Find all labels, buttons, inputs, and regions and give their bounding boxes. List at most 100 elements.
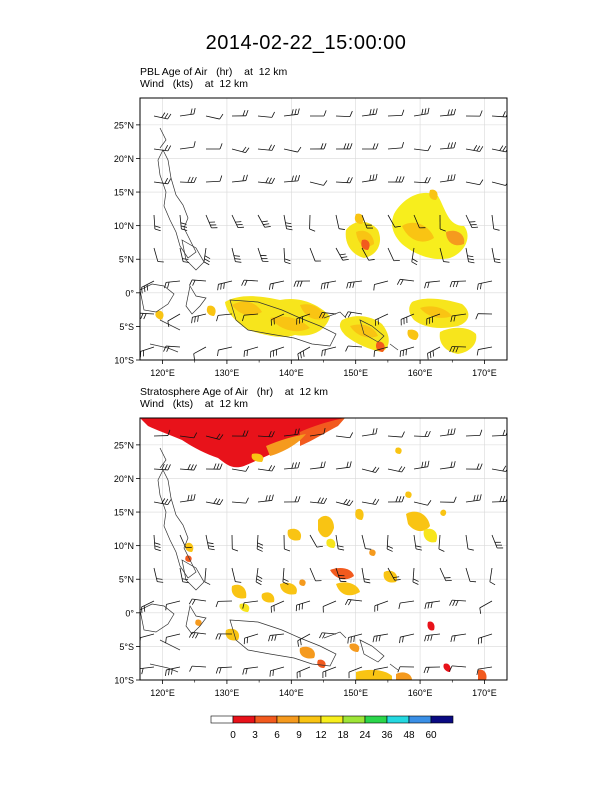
wind-barb-feather — [443, 261, 450, 263]
wind-barb-feather — [449, 346, 453, 353]
wind-barb-feather — [141, 668, 144, 675]
wind-barb-feather — [244, 280, 248, 286]
wind-barb-feather — [193, 494, 196, 501]
wind-barb-feather — [245, 497, 249, 504]
wind-barb-feather — [347, 637, 349, 644]
wind-barb-feather — [299, 280, 303, 287]
wind-barb-feather — [398, 176, 402, 183]
wind-barb-shaft — [491, 214, 495, 229]
wind-barb-shaft — [413, 181, 428, 184]
wind-barb-shaft — [179, 113, 194, 117]
wind-barb-shaft — [296, 600, 311, 606]
wind-barb-feather — [243, 350, 245, 357]
wind-barb-feather — [412, 581, 419, 585]
wind-barb-feather — [272, 669, 274, 676]
wind-barb-feather — [302, 350, 305, 357]
wind-barb-feather — [452, 281, 456, 288]
wind-barb-shaft — [412, 567, 415, 582]
wind-barb-shaft — [348, 633, 363, 638]
wind-barb-shaft — [257, 115, 272, 118]
wind-barb-feather — [294, 462, 297, 469]
wind-barb-shaft — [140, 312, 155, 315]
pbl-wind-level: at 12 km — [204, 78, 248, 90]
wind-barb-feather — [320, 283, 323, 290]
wind-barb-shaft — [491, 148, 506, 153]
wind-barb-feather — [352, 281, 355, 288]
wind-barb-shaft — [387, 214, 396, 228]
wind-barb-feather — [396, 279, 401, 285]
wind-barb-feather — [190, 464, 194, 471]
wind-barb-shaft — [244, 666, 259, 670]
wind-barb-feather — [216, 463, 220, 470]
wind-barb-shaft — [361, 501, 376, 505]
wind-barb-feather — [349, 500, 354, 506]
wind-barb-feather — [411, 261, 418, 266]
wind-barb-shaft — [179, 468, 194, 471]
wind-barb-shaft — [283, 433, 298, 437]
wind-barb-feather — [479, 429, 483, 436]
wind-barb-feather — [421, 461, 424, 468]
wind-barb-feather — [157, 581, 164, 583]
wind-barb-shaft — [257, 148, 272, 151]
wind-barb-shaft — [141, 280, 155, 288]
wind-barb-feather — [187, 176, 191, 183]
wind-barb-feather — [424, 282, 427, 289]
wind-barb-shaft — [426, 280, 441, 283]
wind-barb-shaft — [270, 346, 285, 352]
wind-barb-shaft — [361, 113, 376, 117]
strat-x-tick-label: 150°E — [343, 688, 368, 698]
wind-barb-shaft — [478, 280, 493, 285]
wind-barb-shaft — [218, 666, 233, 669]
wind-barb-feather — [373, 284, 375, 291]
wind-barb-feather — [373, 350, 375, 357]
wind-barb-shaft — [491, 501, 507, 503]
pbl-x-tick-label: 160°E — [408, 368, 433, 378]
wind-barb-shaft — [257, 181, 272, 184]
wind-barb-feather — [421, 108, 424, 115]
wind-barb-feather — [143, 313, 147, 320]
wind-barb-feather — [499, 145, 504, 151]
wind-barb-shaft — [179, 567, 184, 582]
wind-barb-shaft — [166, 600, 181, 605]
wind-barb-shaft — [452, 599, 467, 602]
wind-barb-shaft — [192, 279, 207, 282]
wind-barb-shaft — [166, 280, 181, 283]
wind-barb-feather — [189, 665, 193, 672]
wind-barb-feather — [282, 581, 289, 585]
wind-barb-feather — [181, 228, 188, 231]
wind-barb-shaft — [153, 534, 156, 549]
wind-barb-feather — [387, 545, 393, 549]
wind-barb-feather — [375, 427, 378, 434]
wind-barb-feather — [349, 143, 353, 150]
wind-barb-feather — [271, 465, 276, 472]
wind-barb-feather — [349, 461, 352, 468]
wind-barb-feather — [204, 581, 211, 585]
wind-barb-feather — [338, 548, 345, 551]
wind-barb-feather — [323, 461, 326, 468]
wind-barb-feather — [167, 145, 172, 152]
wind-barb-shaft — [438, 534, 441, 549]
wind-barb-feather — [467, 255, 474, 258]
wind-barb-shaft — [491, 247, 496, 262]
wind-barb-feather — [220, 283, 222, 290]
wind-barb-feather — [372, 108, 375, 115]
wind-barb-shaft — [386, 534, 389, 549]
wind-barb-shaft — [361, 567, 365, 582]
wind-barb-feather — [401, 109, 405, 116]
wind-barb-feather — [219, 434, 224, 440]
wind-barb-feather — [245, 430, 249, 437]
wind-barb-shaft — [426, 313, 441, 320]
wind-barb-feather — [167, 281, 170, 288]
wind-barb-feather — [453, 142, 457, 149]
strat-age-field — [140, 418, 487, 680]
wind-barb-feather — [163, 345, 167, 352]
wind-barb-shaft — [361, 247, 370, 261]
wind-barb-feather — [164, 282, 167, 289]
wind-barb-feather — [194, 316, 196, 323]
pbl-y-tick-label: 10°N — [114, 221, 134, 231]
wind-barb-feather — [213, 498, 218, 504]
strat-variable-label: Stratosphere Age of Air — [140, 386, 248, 398]
wind-barb-shaft — [400, 633, 415, 638]
wind-barb-feather — [208, 548, 215, 551]
wind-barb-feather — [317, 497, 321, 504]
